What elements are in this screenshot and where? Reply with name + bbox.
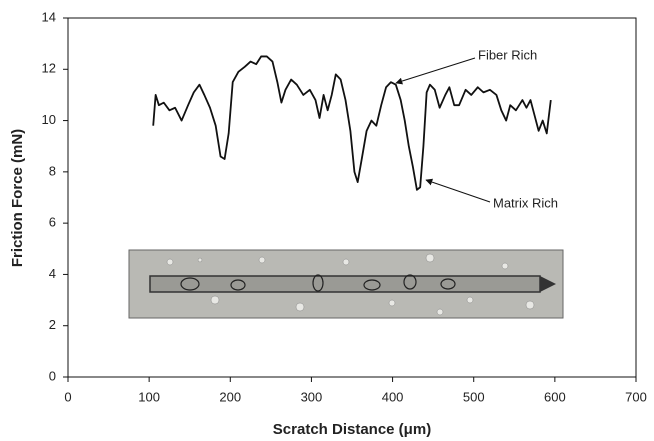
annotation: Fiber Rich	[478, 47, 537, 62]
data-line	[152, 55, 552, 191]
x-tick-label: 200	[219, 389, 241, 404]
x-tick-label: 0	[64, 389, 71, 404]
x-tick-label: 700	[625, 389, 647, 404]
micrograph	[128, 249, 564, 319]
y-tick-label: 8	[49, 163, 56, 178]
y-tick-label: 6	[49, 215, 56, 230]
y-tick-label: 10	[42, 112, 56, 127]
x-tick-label: 600	[544, 389, 566, 404]
y-tick-label: 2	[49, 317, 56, 332]
y-tick-label: 12	[42, 61, 56, 76]
y-axis-title: Friction Force (mN)	[9, 129, 26, 267]
annotation-arrow	[395, 57, 476, 85]
x-tick-label: 300	[301, 389, 323, 404]
annotation-arrow	[425, 178, 491, 203]
x-tick-label: 500	[463, 389, 485, 404]
annotation: Matrix Rich	[493, 195, 558, 210]
y-tick-label: 4	[49, 266, 56, 281]
y-tick-label: 14	[42, 9, 56, 24]
plot-frame	[67, 17, 637, 378]
x-tick-label: 400	[382, 389, 404, 404]
y-tick-label: 0	[49, 368, 56, 383]
x-axis-title: Scratch Distance (μm)	[273, 421, 431, 438]
x-tick-label: 100	[138, 389, 160, 404]
